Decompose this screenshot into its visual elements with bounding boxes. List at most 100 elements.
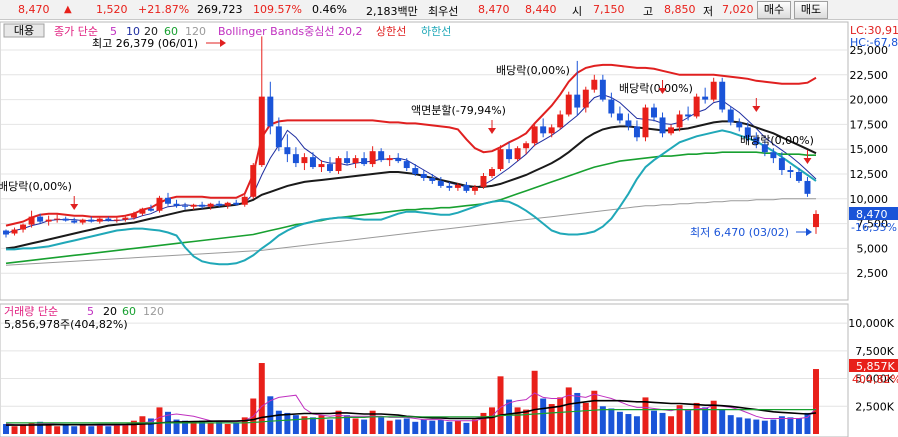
volume-bar [113, 425, 120, 434]
candle-body [471, 186, 478, 191]
volume-bar [301, 416, 308, 434]
candle-body [258, 96, 265, 166]
volume-bar [45, 424, 52, 434]
legend-ma5: 5 [110, 25, 117, 38]
volume-bar [378, 417, 385, 434]
candle-body [804, 180, 811, 194]
volume-bar [28, 422, 35, 434]
tab-daeyong[interactable] [3, 23, 45, 38]
candle-body [37, 216, 44, 222]
volume-bar [327, 419, 333, 434]
volume-bar [770, 419, 777, 434]
hc-label: HC:-67,8 [850, 36, 898, 49]
candle-body [96, 218, 103, 222]
volume-bar [702, 407, 709, 434]
current-price-tag [849, 207, 898, 220]
lc-label: LC:30,91 [850, 24, 898, 37]
candle-body [216, 203, 223, 206]
candle-body [787, 170, 794, 173]
volume-panel-frame [0, 303, 849, 437]
volume-bar [130, 420, 137, 434]
volume-y-tick: 7,500K [855, 345, 894, 358]
vol-value-note: 5,856,978주(404,82%) [4, 318, 128, 331]
volume-bar [79, 425, 86, 434]
volume-bar [565, 387, 572, 434]
candle-body [642, 107, 649, 138]
candle-body [412, 168, 419, 174]
candle-body [685, 114, 692, 117]
candle-body [267, 96, 274, 127]
price-y-tick: 10,000 [850, 193, 889, 206]
ma-line-120 [5, 198, 816, 266]
candle-body [309, 157, 316, 168]
volume-bar [685, 409, 692, 434]
candle-body [497, 149, 504, 170]
max-arrowhead-icon [220, 39, 226, 47]
candle-body [523, 143, 530, 149]
volume-value: 269,723 [197, 3, 243, 16]
vol-legend-ma5: 5 [87, 305, 94, 318]
volume-bar [531, 370, 538, 434]
volume-bar [463, 422, 470, 434]
sell-button[interactable]: 매도 [794, 1, 828, 19]
candle-body [727, 109, 734, 123]
candle-body [173, 203, 180, 206]
candle-body [633, 126, 640, 138]
volume-bar [804, 412, 811, 434]
price-y-tick: 22,500 [850, 69, 889, 82]
candle-body [480, 175, 487, 187]
current-vol-tag [849, 359, 898, 372]
candle-body [207, 203, 214, 207]
volume-bar [216, 421, 223, 434]
volume-bar [275, 410, 282, 434]
volume-bar [471, 419, 478, 434]
candle-body [335, 158, 342, 172]
candle-body [71, 220, 78, 223]
ask-price: 8,470 [478, 3, 510, 16]
volume-bar [54, 426, 61, 434]
candle-body [156, 197, 163, 211]
legend-bb-upper: 상한선 [376, 25, 406, 38]
candle-body [79, 219, 86, 223]
volume-bar [616, 411, 623, 434]
candle-body [190, 204, 197, 207]
candle-body [676, 114, 683, 128]
annotation-dividend-1: 배당락(0,00%) [0, 180, 72, 193]
volume-bar [267, 396, 274, 434]
chart-area[interactable]: 2,500 5,000 7,500 10,000 12,500 15,000 17,500 2… [0, 20, 898, 437]
volume-bar [241, 417, 248, 434]
annotation-arrows [70, 80, 812, 210]
annotation-arrow-icon [803, 158, 812, 164]
legend-ma120: 120 [185, 25, 206, 38]
volume-bar [591, 390, 598, 434]
candle-body [275, 126, 282, 148]
candle-body [557, 114, 564, 128]
candle-body [182, 205, 189, 207]
volume-bar [778, 416, 785, 434]
annotation-arrow-icon [488, 128, 496, 134]
candle-body [301, 157, 308, 164]
volume-bar [190, 421, 197, 434]
volume-bar [608, 408, 615, 434]
volume-bar [506, 399, 513, 434]
candle-body [11, 229, 18, 234]
candle-body [659, 117, 666, 134]
volume-bar [344, 415, 351, 434]
legend-bb-lower: 하한선 [421, 24, 451, 38]
volume-bar [480, 412, 487, 434]
vol-legend-ma120: 120 [143, 305, 164, 318]
volume-bar [139, 416, 146, 434]
vol-legend-ma20: 20 [103, 305, 117, 318]
candle-body [62, 218, 69, 221]
legend-ma20: 20 [144, 25, 158, 38]
price-y-tick: 2,500 [857, 267, 889, 280]
price-value: 8,470 [18, 3, 50, 16]
candle-body [693, 96, 700, 117]
change-value: 1,520 [96, 3, 128, 16]
candle-body [719, 81, 726, 110]
buy-button[interactable]: 매수 [757, 1, 791, 19]
candle-body [761, 144, 768, 153]
volume-bar [96, 424, 103, 434]
candle-body [506, 149, 513, 160]
price-y-tick: 17,500 [850, 118, 889, 131]
